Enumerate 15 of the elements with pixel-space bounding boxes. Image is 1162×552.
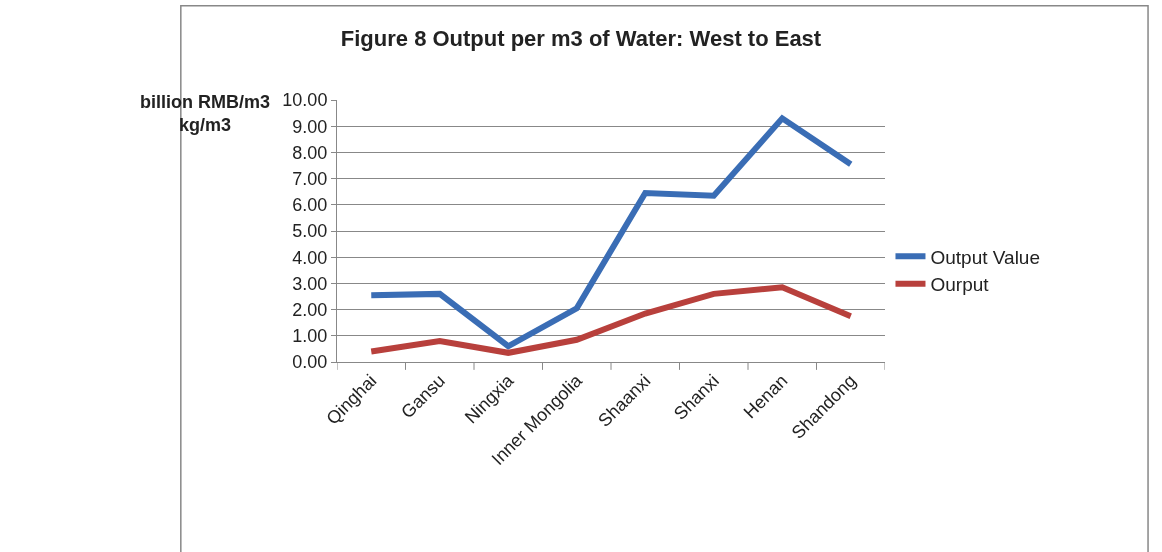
y-tick-label: 7.00 [292,168,328,189]
y-axis-title: billion RMB/m3 kg/m3 [140,92,270,136]
y-tick-label: 8.00 [292,142,328,163]
y-tick-label: 6.00 [292,195,328,216]
y-tick-label: 3.00 [292,273,328,294]
chart-title: Figure 8 Output per m3 of Water: West to East [340,26,822,52]
legend-label: Ourput [930,274,990,296]
y-tick-label: 0.00 [292,352,328,373]
y-tick-label: 9.00 [292,116,328,137]
y-tick-label: 4.00 [292,247,328,268]
y-tick-label: 1.00 [292,326,328,347]
legend-label: Output Value [930,246,1040,268]
y-tick-label: 5.00 [292,221,328,242]
y-tick-label: 10.00 [282,90,328,111]
y-tick-label: 2.00 [292,299,328,320]
